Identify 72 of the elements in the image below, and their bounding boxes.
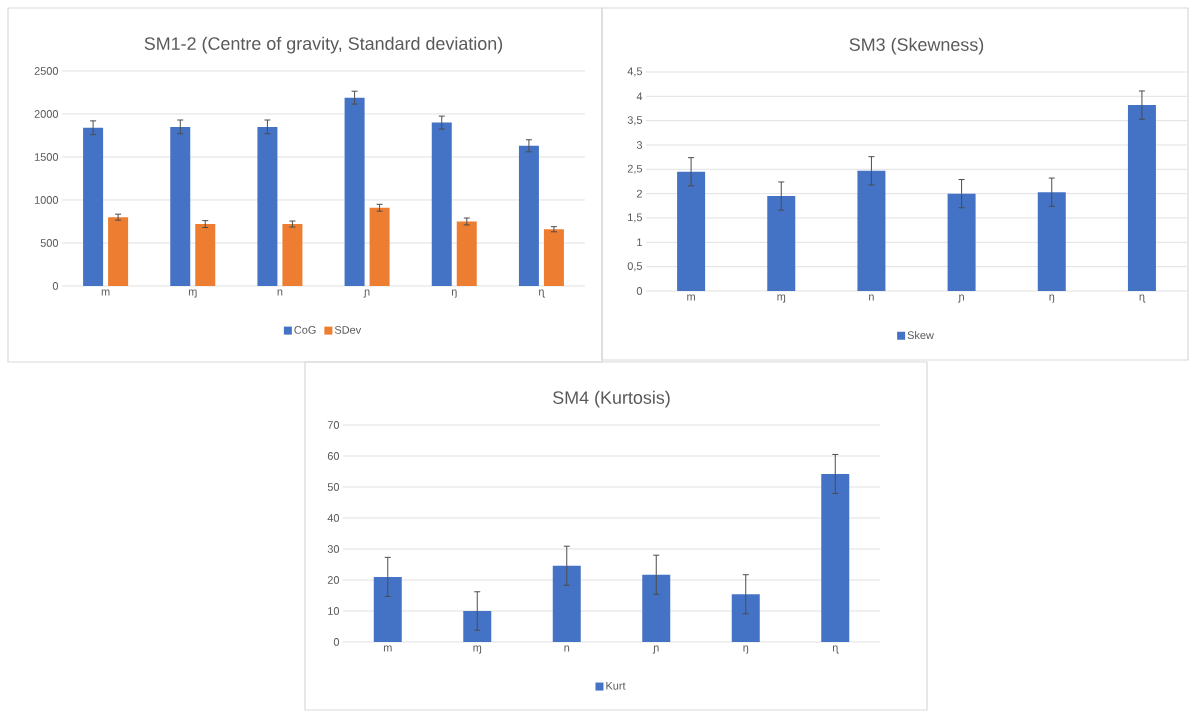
bar	[257, 126, 278, 286]
legend-label: Kurt	[606, 682, 626, 690]
bar	[369, 207, 390, 286]
bar	[677, 171, 706, 291]
bar	[344, 97, 365, 286]
x-tick-label: ɲ	[958, 294, 964, 303]
bar	[731, 594, 760, 642]
y-tick-label: 2000	[34, 110, 59, 118]
bar	[642, 574, 671, 642]
bar	[170, 126, 191, 286]
y-tick-label: 1,5	[628, 213, 643, 223]
bar	[195, 224, 216, 286]
bar	[456, 221, 477, 286]
y-tick-label: 30	[327, 545, 340, 553]
chart-title: SM1-2 (Centre of gravity, Standard deviation)	[144, 36, 503, 54]
bar	[108, 217, 129, 286]
x-tick-label: ŋ	[451, 289, 457, 298]
bar	[1127, 105, 1156, 291]
y-tick-label: 1	[637, 238, 642, 247]
y-tick-label: 50	[327, 483, 340, 491]
y-tick-label: 60	[327, 452, 340, 460]
y-tick-label: 20	[327, 576, 340, 584]
bar	[821, 473, 850, 642]
x-tick-label: m	[101, 289, 110, 296]
x-tick-label: ŋ	[743, 645, 749, 654]
x-tick-label: n	[277, 289, 283, 296]
x-tick-label: ɳ	[832, 645, 839, 654]
x-tick-label: ɲ	[652, 645, 659, 654]
y-tick-label: 2,5	[627, 164, 643, 174]
y-tick-label: 4	[636, 92, 643, 101]
bar	[431, 122, 452, 286]
bar	[83, 127, 104, 286]
bar	[1037, 192, 1066, 291]
y-tick-label: 1000	[34, 196, 59, 204]
y-tick-label: 40	[327, 514, 340, 522]
y-tick-label: 1500	[34, 153, 59, 161]
x-tick-label: ŋ	[1049, 294, 1055, 303]
legend-label: Skew	[907, 331, 934, 340]
y-tick-label: 70	[327, 421, 340, 429]
y-tick-label: 4,5	[627, 67, 643, 77]
y-tick-label: 0	[333, 638, 340, 646]
x-tick-label: ɳ	[1139, 294, 1146, 303]
x-tick-label: ɱ	[188, 289, 197, 298]
bar	[282, 224, 303, 286]
bar	[767, 196, 796, 291]
chart-title: SM4 (Kurtosis)	[553, 390, 670, 408]
bar	[552, 565, 581, 642]
chart-title: SM3 (Skewness)	[849, 37, 984, 55]
legend-label: CoG	[294, 326, 316, 334]
y-tick-label: 0,5	[627, 262, 643, 272]
bar	[947, 193, 976, 291]
x-tick-label: m	[383, 645, 392, 652]
y-tick-label: 0	[636, 287, 643, 295]
x-tick-label: ɱ	[777, 294, 786, 303]
y-tick-label: 3,5	[627, 116, 643, 126]
x-tick-label: ɳ	[539, 289, 545, 298]
legend-label: SDev	[334, 326, 362, 334]
y-tick-label: 500	[40, 239, 59, 247]
x-tick-label: ɱ	[473, 645, 482, 654]
y-tick-label: 0	[52, 282, 59, 290]
bar	[373, 576, 402, 642]
x-tick-label: n	[869, 294, 874, 301]
x-tick-label: m	[687, 294, 695, 301]
bar	[518, 145, 539, 286]
y-tick-label: 2	[636, 189, 642, 198]
y-tick-label: 3	[636, 141, 643, 149]
bar	[857, 170, 886, 291]
x-tick-label: ɲ	[363, 289, 370, 298]
y-tick-label: 10	[328, 607, 340, 615]
x-tick-label: n	[564, 645, 570, 652]
bar	[543, 229, 564, 286]
y-tick-label: 2500	[34, 67, 59, 75]
